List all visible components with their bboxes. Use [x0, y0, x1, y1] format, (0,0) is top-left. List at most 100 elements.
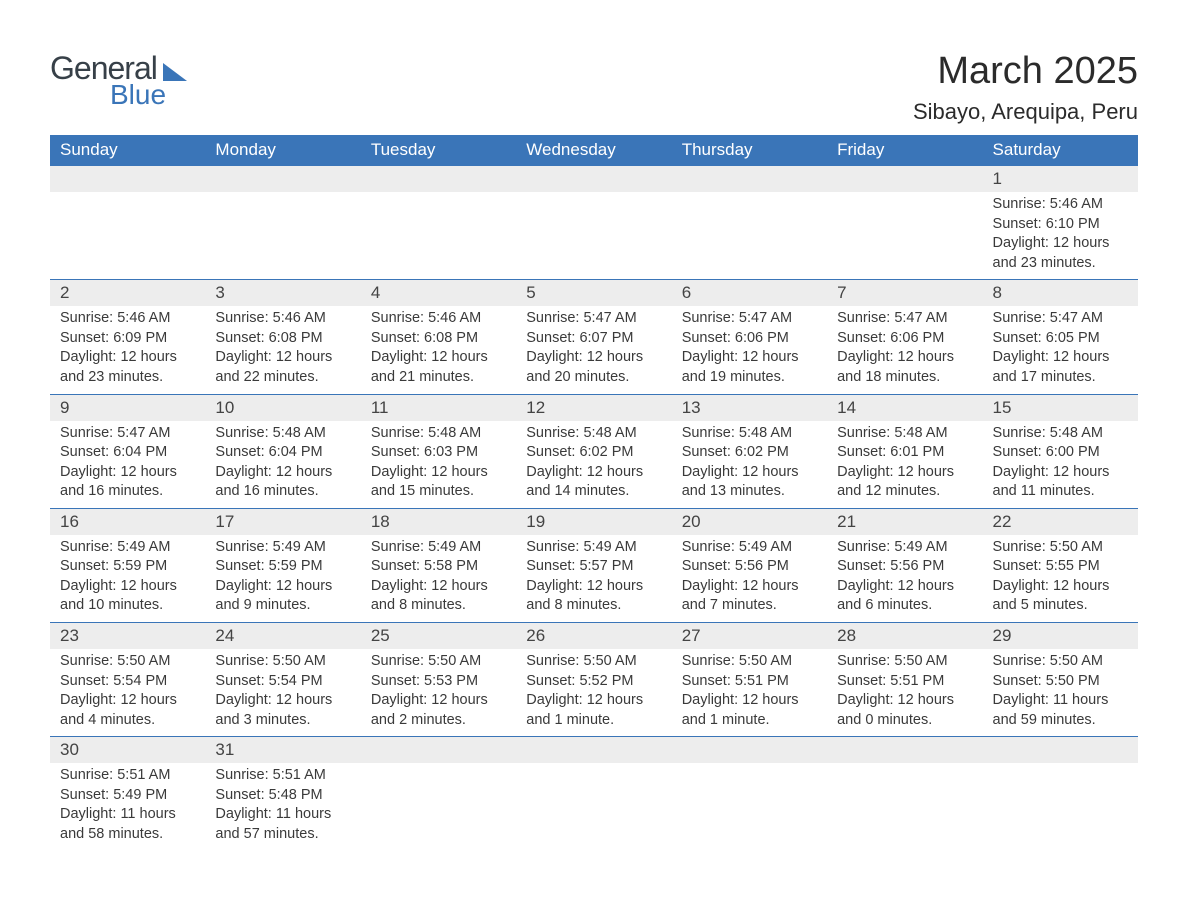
day-cell: Sunrise: 5:47 AMSunset: 6:06 PMDaylight:… — [672, 306, 827, 394]
sunset-text: Sunset: 5:54 PM — [215, 672, 350, 692]
day-cell: Sunrise: 5:46 AMSunset: 6:09 PMDaylight:… — [50, 306, 205, 394]
sunset-text: Sunset: 6:04 PM — [215, 443, 350, 463]
day-number-cell — [672, 737, 827, 764]
day-number-cell: 28 — [827, 623, 982, 650]
sunrise-text: Sunrise: 5:47 AM — [682, 309, 817, 329]
sunset-text: Sunset: 5:50 PM — [993, 672, 1128, 692]
daylight-text: Daylight: 12 hours and 5 minutes. — [993, 577, 1128, 616]
daylight-text: Daylight: 12 hours and 3 minutes. — [215, 691, 350, 730]
day-content — [205, 192, 360, 272]
sunrise-text: Sunrise: 5:50 AM — [526, 652, 661, 672]
day-content: Sunrise: 5:50 AMSunset: 5:54 PMDaylight:… — [205, 649, 360, 736]
daylight-text: Daylight: 12 hours and 1 minute. — [526, 691, 661, 730]
day-content: Sunrise: 5:47 AMSunset: 6:06 PMDaylight:… — [827, 306, 982, 393]
sunset-text: Sunset: 5:51 PM — [837, 672, 972, 692]
day-cell: Sunrise: 5:46 AMSunset: 6:08 PMDaylight:… — [361, 306, 516, 394]
week-content-row: Sunrise: 5:46 AMSunset: 6:10 PMDaylight:… — [50, 192, 1138, 280]
sunrise-text: Sunrise: 5:46 AM — [993, 195, 1128, 215]
sunrise-text: Sunrise: 5:51 AM — [60, 766, 195, 786]
sunrise-text: Sunrise: 5:48 AM — [993, 424, 1128, 444]
day-number-cell: 2 — [50, 280, 205, 307]
daylight-text: Daylight: 11 hours and 59 minutes. — [993, 691, 1128, 730]
week-content-row: Sunrise: 5:49 AMSunset: 5:59 PMDaylight:… — [50, 535, 1138, 623]
sunset-text: Sunset: 5:58 PM — [371, 557, 506, 577]
day-cell: Sunrise: 5:47 AMSunset: 6:07 PMDaylight:… — [516, 306, 671, 394]
day-number-cell: 30 — [50, 737, 205, 764]
day-content — [516, 763, 671, 843]
daylight-text: Daylight: 12 hours and 12 minutes. — [837, 463, 972, 502]
sunrise-text: Sunrise: 5:46 AM — [215, 309, 350, 329]
sunrise-text: Sunrise: 5:46 AM — [371, 309, 506, 329]
daylight-text: Daylight: 12 hours and 15 minutes. — [371, 463, 506, 502]
sunrise-text: Sunrise: 5:48 AM — [526, 424, 661, 444]
day-content — [50, 192, 205, 272]
day-header-saturday: Saturday — [983, 135, 1138, 166]
daylight-text: Daylight: 12 hours and 8 minutes. — [526, 577, 661, 616]
sunset-text: Sunset: 5:56 PM — [682, 557, 817, 577]
sunrise-text: Sunrise: 5:51 AM — [215, 766, 350, 786]
day-cell: Sunrise: 5:47 AMSunset: 6:04 PMDaylight:… — [50, 421, 205, 509]
day-number-cell — [983, 737, 1138, 764]
day-cell — [516, 192, 671, 280]
daylight-text: Daylight: 12 hours and 1 minute. — [682, 691, 817, 730]
week-number-row: 2345678 — [50, 280, 1138, 307]
day-cell: Sunrise: 5:50 AMSunset: 5:54 PMDaylight:… — [205, 649, 360, 737]
day-content: Sunrise: 5:50 AMSunset: 5:51 PMDaylight:… — [672, 649, 827, 736]
day-number-cell: 6 — [672, 280, 827, 307]
day-number-cell: 19 — [516, 508, 671, 535]
day-number-cell: 26 — [516, 623, 671, 650]
daylight-text: Daylight: 11 hours and 57 minutes. — [215, 805, 350, 844]
day-content: Sunrise: 5:50 AMSunset: 5:52 PMDaylight:… — [516, 649, 671, 736]
day-number-cell — [361, 737, 516, 764]
day-number-cell: 12 — [516, 394, 671, 421]
day-number-cell: 16 — [50, 508, 205, 535]
day-header-wednesday: Wednesday — [516, 135, 671, 166]
daylight-text: Daylight: 12 hours and 10 minutes. — [60, 577, 195, 616]
sunrise-text: Sunrise: 5:50 AM — [993, 538, 1128, 558]
logo: General Blue — [50, 50, 187, 111]
sunrise-text: Sunrise: 5:50 AM — [837, 652, 972, 672]
sunset-text: Sunset: 6:09 PM — [60, 329, 195, 349]
day-number-cell: 9 — [50, 394, 205, 421]
sunset-text: Sunset: 6:01 PM — [837, 443, 972, 463]
daylight-text: Daylight: 12 hours and 16 minutes. — [60, 463, 195, 502]
day-cell — [983, 763, 1138, 850]
day-content: Sunrise: 5:50 AMSunset: 5:54 PMDaylight:… — [50, 649, 205, 736]
day-content — [516, 192, 671, 272]
sunset-text: Sunset: 6:06 PM — [682, 329, 817, 349]
sunset-text: Sunset: 5:51 PM — [682, 672, 817, 692]
day-cell — [516, 763, 671, 850]
sunset-text: Sunset: 6:08 PM — [215, 329, 350, 349]
day-cell: Sunrise: 5:50 AMSunset: 5:54 PMDaylight:… — [50, 649, 205, 737]
day-content: Sunrise: 5:50 AMSunset: 5:50 PMDaylight:… — [983, 649, 1138, 736]
day-content: Sunrise: 5:48 AMSunset: 6:00 PMDaylight:… — [983, 421, 1138, 508]
daylight-text: Daylight: 12 hours and 9 minutes. — [215, 577, 350, 616]
sunset-text: Sunset: 6:02 PM — [526, 443, 661, 463]
sunrise-text: Sunrise: 5:50 AM — [993, 652, 1128, 672]
daylight-text: Daylight: 12 hours and 6 minutes. — [837, 577, 972, 616]
day-number-cell: 4 — [361, 280, 516, 307]
day-cell: Sunrise: 5:48 AMSunset: 6:04 PMDaylight:… — [205, 421, 360, 509]
daylight-text: Daylight: 12 hours and 19 minutes. — [682, 348, 817, 387]
day-header-thursday: Thursday — [672, 135, 827, 166]
day-number-cell: 10 — [205, 394, 360, 421]
day-cell: Sunrise: 5:50 AMSunset: 5:51 PMDaylight:… — [827, 649, 982, 737]
day-cell: Sunrise: 5:49 AMSunset: 5:59 PMDaylight:… — [50, 535, 205, 623]
daylight-text: Daylight: 12 hours and 11 minutes. — [993, 463, 1128, 502]
sunset-text: Sunset: 6:00 PM — [993, 443, 1128, 463]
day-content: Sunrise: 5:51 AMSunset: 5:49 PMDaylight:… — [50, 763, 205, 850]
sunset-text: Sunset: 6:10 PM — [993, 215, 1128, 235]
day-content: Sunrise: 5:46 AMSunset: 6:08 PMDaylight:… — [205, 306, 360, 393]
day-number-cell: 17 — [205, 508, 360, 535]
sunrise-text: Sunrise: 5:50 AM — [682, 652, 817, 672]
sunset-text: Sunset: 6:05 PM — [993, 329, 1128, 349]
sunset-text: Sunset: 5:53 PM — [371, 672, 506, 692]
sunset-text: Sunset: 6:07 PM — [526, 329, 661, 349]
day-content: Sunrise: 5:50 AMSunset: 5:53 PMDaylight:… — [361, 649, 516, 736]
day-cell: Sunrise: 5:48 AMSunset: 6:00 PMDaylight:… — [983, 421, 1138, 509]
day-number-cell: 23 — [50, 623, 205, 650]
daylight-text: Daylight: 12 hours and 23 minutes. — [60, 348, 195, 387]
day-header-tuesday: Tuesday — [361, 135, 516, 166]
daylight-text: Daylight: 12 hours and 4 minutes. — [60, 691, 195, 730]
daylight-text: Daylight: 12 hours and 2 minutes. — [371, 691, 506, 730]
